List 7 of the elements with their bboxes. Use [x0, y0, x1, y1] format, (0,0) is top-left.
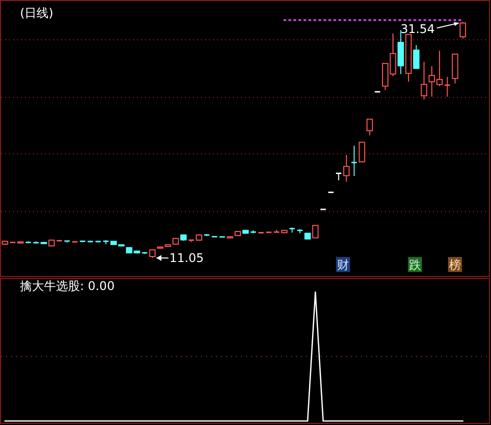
annotation: 榜	[449, 258, 461, 272]
annotation: 财	[337, 258, 349, 272]
annotation: 31.54	[400, 22, 435, 36]
title: (日线)	[20, 6, 54, 20]
title: 擒大牛选股: 0.00	[20, 279, 115, 293]
annotation: 跌	[409, 258, 421, 272]
annotation: 11.05	[169, 251, 204, 265]
